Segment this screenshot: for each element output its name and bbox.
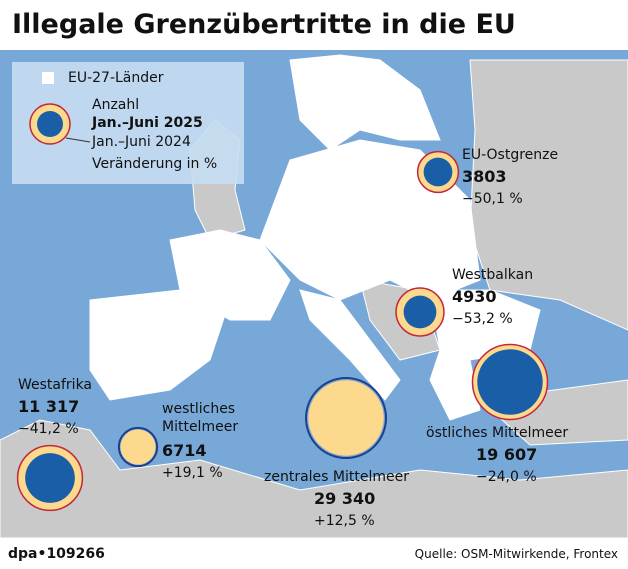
route-change: −53,2 % bbox=[452, 311, 513, 327]
legend-prior: Jan.–Juni 2024 bbox=[92, 134, 191, 150]
route-count: 11 317 bbox=[18, 397, 80, 416]
current-circle bbox=[403, 295, 437, 329]
legend-eu: EU-27-Länder bbox=[68, 70, 164, 86]
prior-circle bbox=[308, 380, 384, 456]
route-change: +19,1 % bbox=[162, 465, 223, 481]
source: Quelle: OSM-Mitwirkende, Frontex bbox=[414, 547, 618, 561]
credit: dpa•109266 bbox=[8, 546, 105, 562]
legend-leader bbox=[65, 137, 91, 143]
route-change: −24,0 % bbox=[476, 469, 537, 485]
current-circle bbox=[25, 453, 75, 503]
route-name: Westbalkan bbox=[452, 267, 534, 283]
legend-current-circle bbox=[37, 111, 63, 137]
legend-count: Anzahl bbox=[92, 97, 140, 113]
route-change: +12,5 % bbox=[314, 513, 375, 529]
route-name: östliches Mittelmeer bbox=[426, 425, 569, 441]
prior-circle bbox=[120, 429, 156, 465]
route-name: zentrales Mittelmeer bbox=[264, 469, 409, 485]
title: Illegale Grenzübertritte in die EU bbox=[12, 9, 516, 40]
route-name: EU-Ostgrenze bbox=[462, 147, 559, 163]
route-change: −41,2 % bbox=[18, 421, 79, 437]
current-circle bbox=[477, 349, 543, 415]
route-name: Westafrika bbox=[18, 377, 93, 393]
route-count: 3803 bbox=[462, 167, 507, 186]
route-count: 19 607 bbox=[476, 445, 538, 464]
route-name: westliches Mittelmeer bbox=[162, 401, 239, 435]
route-count: 6714 bbox=[162, 441, 207, 460]
legend-current: Jan.–Juni 2025 bbox=[92, 115, 203, 131]
route-count: 29 340 bbox=[314, 489, 376, 508]
current-circle bbox=[117, 426, 159, 468]
legend-eu-swatch bbox=[42, 72, 54, 84]
legend-change: Veränderung in % bbox=[92, 156, 218, 172]
current-circle bbox=[305, 377, 387, 459]
route-count: 4930 bbox=[452, 287, 497, 306]
route-change: −50,1 % bbox=[462, 191, 523, 207]
current-circle bbox=[423, 157, 453, 187]
